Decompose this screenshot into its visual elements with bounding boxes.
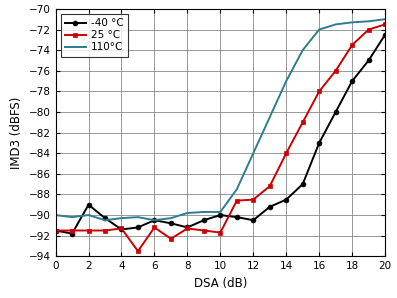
110°C [366,19,371,23]
25 °C [136,249,141,253]
-40 °C [152,218,157,222]
110°C [251,151,256,155]
110°C [284,79,289,83]
110°C [152,218,157,222]
-40 °C [317,141,322,145]
110°C [383,18,387,21]
-40 °C [185,226,190,229]
-40 °C [333,110,338,114]
-40 °C [168,221,173,225]
Line: -40 °C: -40 °C [53,32,387,236]
-40 °C [350,79,355,83]
25 °C [152,226,157,229]
25 °C [218,231,223,234]
110°C [70,215,75,219]
-40 °C [53,229,58,232]
Y-axis label: IMD3 (dBFS): IMD3 (dBFS) [10,97,23,169]
25 °C [383,23,387,26]
110°C [333,23,338,26]
-40 °C [284,198,289,201]
25 °C [168,237,173,240]
25 °C [300,120,305,124]
-40 °C [136,226,141,229]
110°C [234,187,239,191]
110°C [53,213,58,217]
25 °C [366,28,371,31]
25 °C [268,184,272,188]
25 °C [70,229,75,232]
110°C [317,28,322,31]
110°C [119,216,124,220]
110°C [268,115,272,119]
X-axis label: DSA (dB): DSA (dB) [194,277,247,290]
110°C [218,210,223,214]
Legend: -40 °C, 25 °C, 110°C: -40 °C, 25 °C, 110°C [61,14,128,57]
Line: 110°C: 110°C [56,19,385,220]
-40 °C [70,232,75,235]
Line: 25 °C: 25 °C [53,22,387,254]
110°C [102,218,107,222]
110°C [185,211,190,215]
25 °C [53,229,58,232]
25 °C [86,229,91,232]
-40 °C [218,213,223,217]
-40 °C [366,59,371,62]
25 °C [234,199,239,202]
110°C [202,210,206,214]
-40 °C [234,215,239,219]
-40 °C [202,218,206,222]
-40 °C [119,228,124,231]
110°C [86,213,91,217]
110°C [136,215,141,219]
110°C [168,216,173,220]
110°C [300,48,305,52]
110°C [350,21,355,24]
25 °C [350,43,355,47]
-40 °C [300,182,305,186]
-40 °C [383,33,387,36]
25 °C [333,69,338,72]
25 °C [317,90,322,93]
25 °C [251,198,256,201]
-40 °C [268,205,272,209]
25 °C [102,229,107,232]
-40 °C [102,216,107,220]
-40 °C [251,218,256,222]
25 °C [119,227,124,230]
25 °C [185,227,190,230]
25 °C [284,151,289,155]
25 °C [202,229,206,232]
-40 °C [86,203,91,207]
